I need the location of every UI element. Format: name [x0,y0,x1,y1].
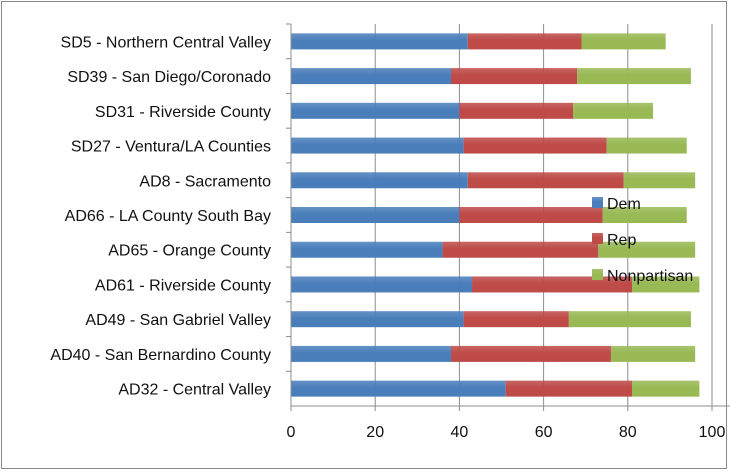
category-label: AD66 - LA County South Bay [65,208,271,225]
x-tick-label: 20 [366,424,384,441]
category-label: AD65 - Orange County [108,243,271,260]
bar-dem [291,345,451,362]
bars [291,33,700,397]
bar-rep [467,33,582,50]
bar-nonpartisan [606,137,687,154]
bar-dem [291,311,464,328]
category-label: AD49 - San Gabriel Valley [85,312,271,329]
bar-dem [291,172,468,189]
bar-dem [291,380,506,397]
category-label: AD8 - Sacramento [139,173,271,190]
bar-dem [291,241,443,258]
legend-swatch-dem [592,197,603,208]
x-tick-label: 40 [451,424,469,441]
bar-rep [450,68,578,85]
bar-dem [291,207,460,223]
legend-label-dem: Dem [607,196,641,213]
category-label: AD40 - San Bernardino County [50,347,271,364]
legend: Dem Rep Nonpartisan [592,196,693,285]
category-label: SD27 - Ventura/LA Counties [71,139,271,156]
bar-rep [450,345,611,362]
bar-rep [467,172,624,189]
bar-rep [463,311,569,328]
category-label: AD32 - Central Valley [118,382,271,399]
bar-nonpartisan [598,241,696,258]
bar-dem [291,276,473,293]
bar-nonpartisan [610,345,696,362]
bar-rep [442,241,599,258]
tick-labels: 020406080100120 [287,424,726,441]
legend-label-rep: Rep [607,232,636,249]
bar-rep [505,380,633,397]
category-label: SD5 - Northern Central Valley [61,34,271,51]
bar-dem [291,102,460,119]
bar-nonpartisan [573,102,654,119]
bar-rep [459,207,603,223]
category-label: SD31 - Riverside County [95,104,271,121]
x-tick-label: 0 [287,424,296,441]
bar-rep [472,276,633,293]
bar-nonpartisan [568,311,691,328]
bar-nonpartisan [632,276,700,293]
bar-rep [463,137,607,154]
bar-nonpartisan [623,172,696,189]
bar-dem [291,33,468,50]
bar-rep [459,102,574,119]
category-label: SD39 - San Diego/Coronado [67,69,271,86]
bar-nonpartisan [602,207,687,223]
x-tick-label: 80 [619,424,637,441]
bar-dem [291,137,464,154]
legend-swatch-nonpartisan [592,269,603,280]
category-labels: SD5 - Northern Central Valley SD39 - San … [50,34,271,398]
x-tick-label: 60 [535,424,553,441]
legend-label-nonpartisan: Nonpartisan [607,268,693,285]
bar-nonpartisan [577,68,691,85]
category-label: AD61 - Riverside County [95,277,271,294]
x-tick-label: 100 [699,424,726,441]
legend-swatch-rep [592,233,603,244]
bar-dem [291,68,451,85]
bar-nonpartisan [581,33,666,50]
bar-nonpartisan [632,380,700,397]
axes [286,23,730,411]
